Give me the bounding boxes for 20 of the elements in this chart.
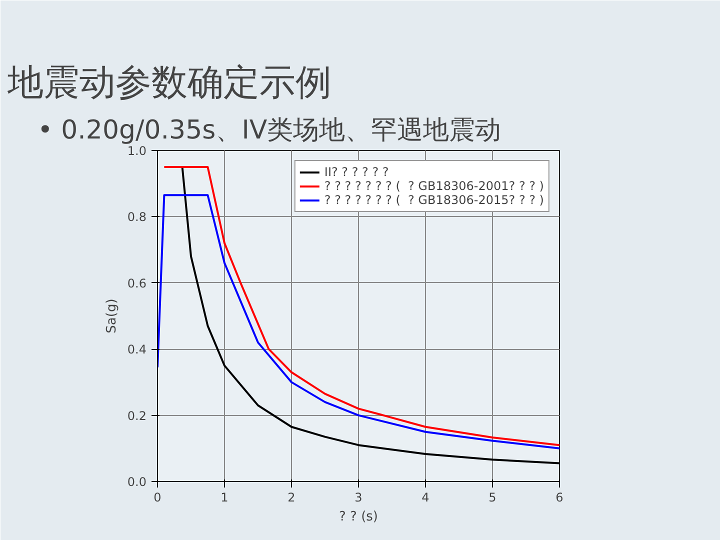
x-tick-label: 6 [556, 490, 564, 504]
y-tick-label: 0.6 [127, 276, 147, 290]
x-tick-label: 3 [354, 490, 362, 504]
y-tick-label: 1.0 [127, 144, 147, 158]
y-tick-label: 0.4 [127, 342, 147, 357]
chart-subtitle: • 0.20g/0.35s、IV类场地、罕遇地震动 [38, 116, 502, 146]
y-axis-title: Sa(g) [104, 298, 120, 334]
y-tick-label: 0.0 [127, 475, 147, 489]
x-tick-label: 1 [220, 490, 228, 504]
x-tick-label: 4 [422, 490, 430, 504]
x-tick-label: 5 [488, 490, 496, 504]
x-tick-label: 2 [288, 490, 296, 504]
y-tick-label: 0.8 [127, 210, 147, 224]
legend-label: ? ? ? ? ? ? ? ( ? GB18306-2015? ? ? ) [324, 193, 544, 207]
legend-label: ? ? ? ? ? ? ? ( ? GB18306-2001? ? ? ) [324, 179, 544, 193]
x-axis-title: ? ? (s) [339, 510, 378, 524]
x-tick-label: 0 [154, 490, 162, 504]
y-tick-label: 0.2 [127, 408, 147, 423]
chart-title: 地震动参数确定示例 [6, 62, 332, 104]
legend-label: II? ? ? ? ? ? [324, 165, 389, 179]
